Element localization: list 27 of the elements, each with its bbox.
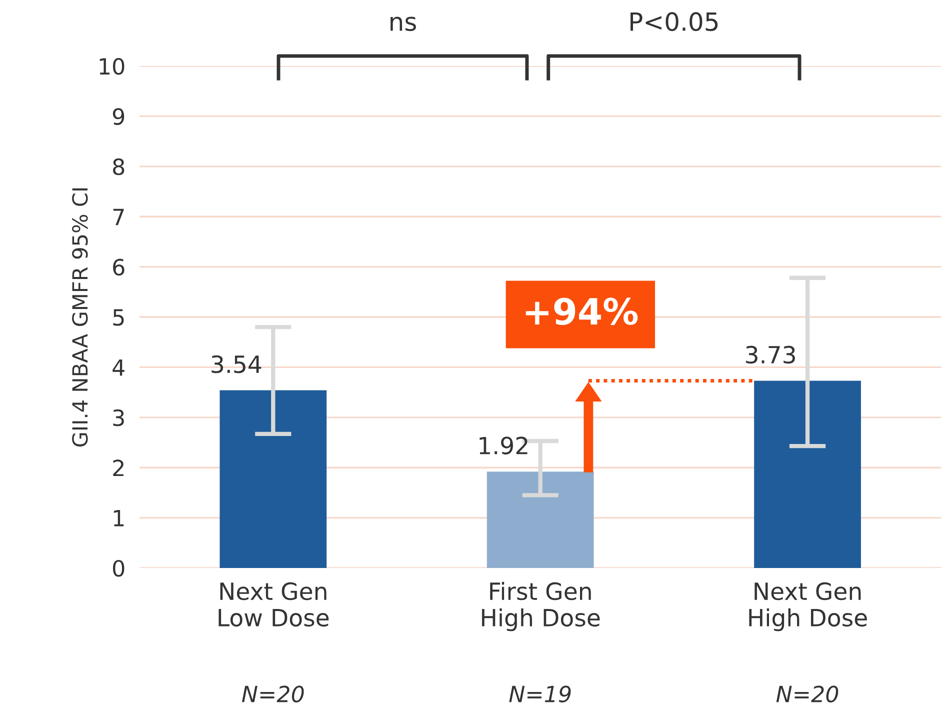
y-tick-label: 1 [114,510,124,526]
x-tick-label: Next Gen High Dose [749,582,867,632]
text: N=19 [509,686,571,702]
y-tick-label: 8 [113,158,124,176]
text: P<0.05 [630,12,718,32]
annotation: +94% [526,298,638,325]
bar [486,472,594,568]
bar [220,390,327,568]
y-tick-label: 0 [113,560,124,577]
data-label: 3.54 [212,355,262,374]
y-tick-label: 5 [113,309,124,326]
x-tick-label: First Gen High Dose [482,582,600,632]
data-label: 1.92 [480,436,528,454]
y-tick-label: 6 [113,258,124,276]
y-tick-label: 10 [100,58,124,75]
y-axis-title: GII.4 NBAA GMFR 95% CI [72,188,88,447]
y-tick-label: 4 [112,359,124,376]
text: ns [390,16,416,32]
bar [754,380,861,568]
text: N=20 [242,686,304,702]
text: N=20 [776,686,838,702]
data-label: 3.73 [746,346,795,364]
y-tick-label: 9 [112,108,124,125]
y-tick-label: 7 [113,208,124,226]
y-tick-label: 2 [113,460,124,476]
x-tick-label: Next Gen Low Dose [218,582,329,627]
y-tick-label: 3 [113,409,124,426]
